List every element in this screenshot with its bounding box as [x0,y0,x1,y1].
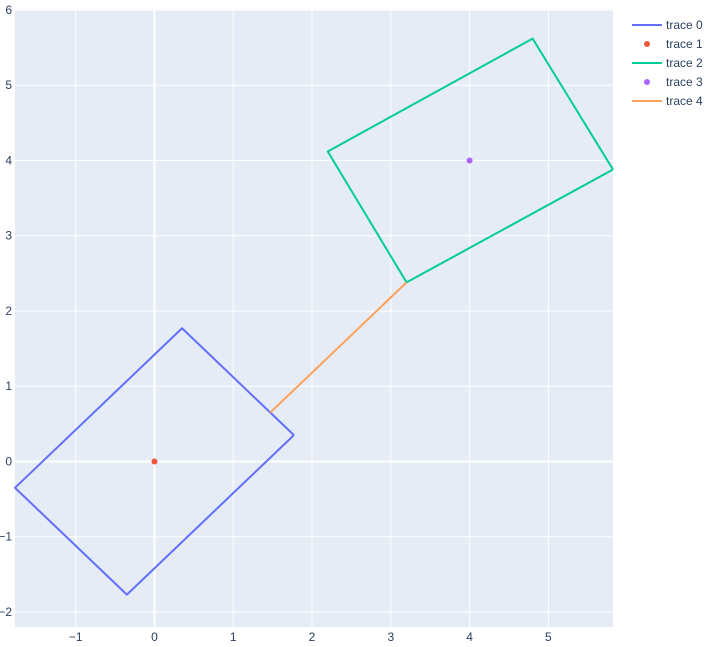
legend-item-trace-3[interactable]: trace 3 [644,75,703,89]
legend-swatch [644,79,650,85]
y-tick-label: 6 [5,3,12,17]
legend-label: trace 2 [666,56,703,70]
trace-3-point [466,157,473,164]
x-tick-label: 3 [387,630,394,644]
y-tick-label: 3 [5,229,12,243]
legend-item-trace-2[interactable]: trace 2 [632,56,703,70]
x-tick-label: 5 [545,630,552,644]
legend-swatch [644,41,650,47]
trace-4-line [269,281,408,414]
y-axis-ticks: −2 −1 0 1 2 3 4 5 6 [0,3,12,619]
series-layer [14,37,614,596]
y-tick-label: −1 [0,530,12,544]
legend-label: trace 0 [666,18,703,32]
trace-2-line [326,37,614,284]
trace-0-line [14,327,295,596]
x-tick-label: −1 [69,630,83,644]
y-tick-label: −2 [0,605,12,619]
x-tick-label: 0 [151,630,158,644]
y-tick-label: 1 [5,379,12,393]
y-tick-label: 0 [5,454,12,468]
legend-item-trace-4[interactable]: trace 4 [632,94,703,108]
legend-item-trace-1[interactable]: trace 1 [644,37,703,51]
y-tick-label: 4 [5,153,12,167]
x-axis-ticks: −1 0 1 2 3 4 5 [69,630,552,644]
legend-label: trace 4 [666,94,703,108]
legend-label: trace 3 [666,75,703,89]
legend-item-trace-0[interactable]: trace 0 [632,18,703,32]
trace-1-point [151,458,158,465]
x-tick-label: 1 [230,630,237,644]
legend[interactable]: trace 0 trace 1 trace 2 trace 3 trace 4 [632,18,703,108]
grid-lines [15,9,613,627]
x-tick-label: 2 [309,630,316,644]
plot-background [15,10,613,627]
legend-label: trace 1 [666,37,703,51]
y-tick-label: 5 [5,78,12,92]
y-tick-label: 2 [5,304,12,318]
x-tick-label: 4 [466,630,473,644]
